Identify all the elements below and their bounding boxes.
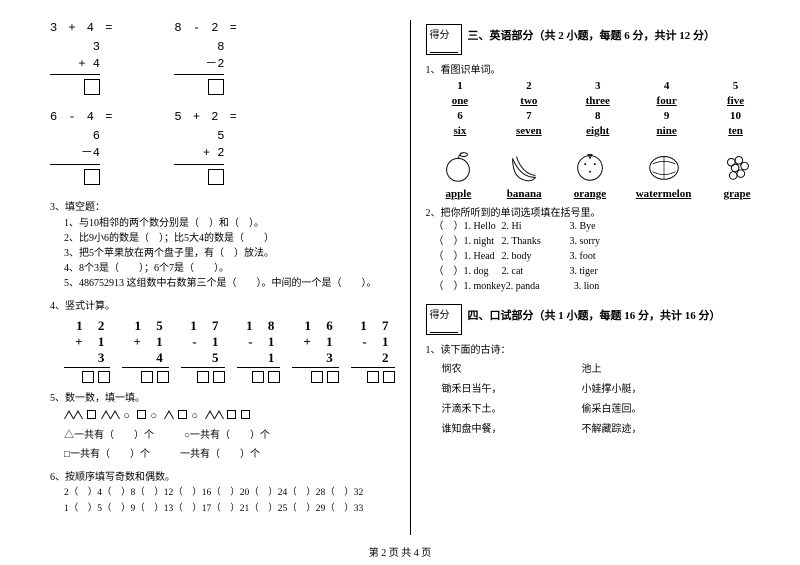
q5-title: 5、数一数，填一填。 (50, 389, 395, 404)
section3-heading: 三、英语部分（共 2 小题，每题 6 分，共计 12 分） (468, 24, 716, 43)
q3-items: 1、与10相邻的两个数分别是（ ）和（ ）。 2、比9小6的数是（ ）；比5大4… (64, 216, 395, 291)
section4-heading: 四、口试部分（共 1 小题，每题 16 分，共计 16 分） (468, 304, 721, 323)
fruit-row: apple banana orange watermelon grape (426, 147, 771, 200)
horizontal-calcs: 1 2+ 1 3 1 5+ 1 4 1 7- 1 5 1 8- 1 1 1 6+… (64, 318, 395, 383)
shapes-row: ○ ○ ○ (64, 410, 395, 422)
number-grid: 12345 onetwothreefourfive 678910 sixseve… (426, 80, 771, 137)
poems: 悯农 锄禾日当午， 汗滴禾下土。 谁知盘中餐， 池上 小娃撑小艇， 偷采白莲回。… (442, 360, 771, 440)
q6-title: 6、按顺序填写奇数和偶数。 (50, 468, 395, 483)
vertical-calc: 3 + 4 = 3 + 4 (50, 20, 114, 101)
banana-icon (504, 147, 544, 185)
q4-title: 4、竖式计算。 (50, 297, 395, 312)
vertical-calc: 6 - 4 = 6 －4 (50, 109, 114, 190)
s3-q2: 2、把你所听到的单词选项填在括号里。 (426, 204, 771, 219)
right-column: 得分 三、英语部分（共 2 小题，每题 6 分，共计 12 分） 1、看图识单词… (411, 20, 771, 535)
orange-icon (570, 147, 610, 185)
listening-options: （ ）1. Hello2. Hi3. Bye （ ）1. night2. Tha… (434, 219, 771, 294)
shape-counts: △一共有（ ）个 ○一共有（ ）个 □一共有（ ）个 一共有（ ）个 (64, 426, 395, 464)
vertical-calc: 8 - 2 = 8 －2 (174, 20, 238, 101)
s3-q1: 1、看图识单词。 (426, 61, 771, 76)
score-box: 得分 (426, 304, 462, 335)
grape-icon (717, 147, 757, 185)
q3-title: 3、填空题： (50, 198, 395, 213)
apple-icon (438, 147, 478, 185)
watermelon-icon (644, 147, 684, 185)
sequence: 2（ ）4（ ）8（ ）12（ ）16（ ）20（ ）24（ ）28（ ）32 … (64, 486, 395, 516)
s4-q1: 1、读下面的古诗： (426, 341, 771, 356)
vertical-calc: 5 + 2 = 5 + 2 (174, 109, 238, 190)
score-box: 得分 (426, 24, 462, 55)
page-footer: 第 2 页 共 4 页 (0, 544, 800, 559)
left-column: 3 + 4 = 3 + 4 8 - 2 = 8 －2 6 - 4 = 6 －4 (50, 20, 411, 535)
